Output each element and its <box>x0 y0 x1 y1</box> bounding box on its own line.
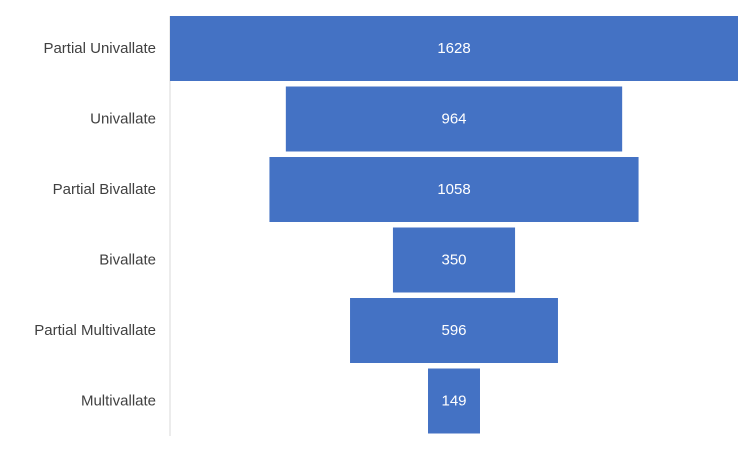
category-label: Partial Multivallate <box>34 322 156 339</box>
data-label: 1628 <box>437 40 470 57</box>
data-label: 964 <box>441 111 466 128</box>
funnel-bar <box>392 227 516 293</box>
category-label: Bivallate <box>99 252 156 269</box>
bars-group <box>170 16 738 434</box>
funnel-bar <box>269 157 639 222</box>
category-labels: Partial Univallate Univallate Partial Biva… <box>34 40 156 410</box>
category-label: Multivallate <box>81 393 156 410</box>
category-label: Partial Univallate <box>43 40 156 57</box>
category-label: Partial Bivallate <box>53 181 156 198</box>
category-label: Univallate <box>90 111 156 128</box>
funnel-bar <box>428 368 480 434</box>
data-label: 149 <box>441 393 466 410</box>
data-label: 1058 <box>437 181 470 198</box>
value-labels: 1628 964 1058 350 596 149 <box>437 40 470 410</box>
funnel-bar <box>350 298 558 363</box>
data-label: 596 <box>441 322 466 339</box>
data-label: 350 <box>441 252 466 269</box>
funnel-bar <box>170 16 738 81</box>
funnel-bar <box>285 86 623 152</box>
